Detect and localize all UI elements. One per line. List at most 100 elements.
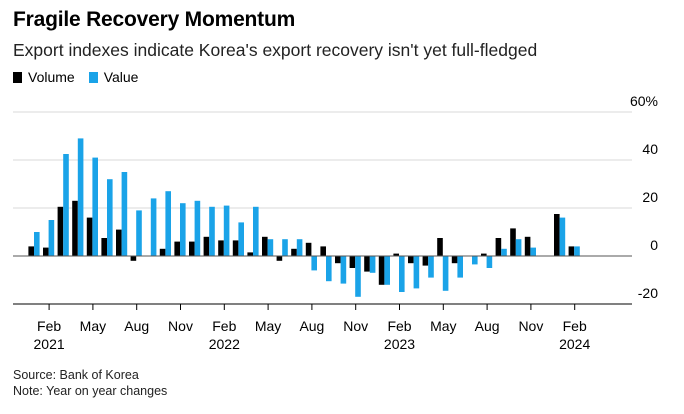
bar-value xyxy=(180,203,186,256)
chart-subtitle: Export indexes indicate Korea's export r… xyxy=(13,40,538,60)
bar-volume xyxy=(510,228,516,256)
bar-value xyxy=(384,256,390,285)
bar-value xyxy=(413,256,420,289)
y-tick-label: 40 xyxy=(642,141,658,157)
legend-swatch-value xyxy=(88,71,98,83)
x-tick-label: Aug xyxy=(475,318,500,334)
bar-volume xyxy=(276,256,283,261)
bar-value xyxy=(369,256,376,273)
legend: Volume Value xyxy=(13,69,148,85)
bar-value xyxy=(282,239,288,256)
footnote: Note: Year on year changes xyxy=(13,384,168,398)
legend-swatch-volume xyxy=(13,71,22,83)
x-tick-label: Nov xyxy=(168,318,193,334)
bar-volume xyxy=(568,246,575,256)
y-tick-label: 20 xyxy=(642,189,658,205)
x-tick-label: May xyxy=(255,318,281,334)
grid-lines xyxy=(13,111,632,305)
bar-volume xyxy=(174,241,180,256)
bar-value xyxy=(238,222,244,256)
bar-value xyxy=(136,210,142,256)
bar-volume xyxy=(262,236,268,256)
x-year-label: 2023 xyxy=(384,336,415,352)
bar-volume xyxy=(291,248,297,256)
bar-volume xyxy=(495,238,502,256)
bar-value xyxy=(574,246,580,256)
bar-volume xyxy=(232,240,239,256)
chart-title: Fragile Recovery Momentum xyxy=(13,8,296,31)
bar-value xyxy=(428,256,434,278)
bar-value xyxy=(457,256,463,278)
bar-value xyxy=(399,256,405,292)
bar-volume xyxy=(57,206,64,256)
tick-labels: 60% 40 20 0 -20 Feb 2021 May Aug Nov Feb 2022 May Aug… xyxy=(34,93,659,352)
legend-item-value: Value xyxy=(88,69,139,85)
bar-value xyxy=(121,172,128,256)
bar-volume xyxy=(554,214,560,256)
bar-value xyxy=(63,154,69,256)
bar-value xyxy=(326,256,332,282)
y-tick-label: -20 xyxy=(638,285,658,301)
bar-volume xyxy=(116,229,122,256)
bar-volume xyxy=(43,247,49,256)
y-tick-label: 60% xyxy=(630,93,658,109)
bar-value xyxy=(472,256,478,265)
legend-item-volume: Volume xyxy=(13,69,75,85)
bar-value xyxy=(340,256,347,284)
bar-volume xyxy=(72,200,78,256)
bar-volume xyxy=(159,248,166,256)
x-tick-label: Feb xyxy=(37,318,61,334)
bar-value xyxy=(209,206,215,256)
bar-volume xyxy=(524,236,531,256)
bar-value xyxy=(530,247,536,256)
x-year-label: 2022 xyxy=(209,336,240,352)
bar-value xyxy=(515,239,522,256)
bar-value xyxy=(34,232,40,256)
bar-value xyxy=(311,256,317,271)
bar-value xyxy=(355,256,361,297)
bar-volume xyxy=(218,240,224,256)
bar-volume xyxy=(437,238,443,256)
bar-value xyxy=(107,179,113,256)
x-tick-label: May xyxy=(80,318,106,334)
bar-value xyxy=(442,256,449,291)
bar-value xyxy=(194,200,201,256)
bar-volume xyxy=(189,241,195,256)
bar-volume xyxy=(320,246,326,256)
y-tick-label: 0 xyxy=(650,237,658,253)
bar-volume xyxy=(451,256,458,264)
x-tick-label: Feb xyxy=(563,318,587,334)
x-tick-label: Feb xyxy=(387,318,411,334)
bar-value xyxy=(150,198,157,256)
bar-value xyxy=(48,220,55,256)
bar-value xyxy=(253,206,259,256)
x-year-label: 2024 xyxy=(559,336,590,352)
bar-value xyxy=(165,191,171,256)
bar-volume xyxy=(130,256,137,261)
bar-volume xyxy=(335,256,341,264)
x-tick-label: May xyxy=(430,318,456,334)
bar-value xyxy=(223,205,230,256)
bar-volume xyxy=(422,256,429,266)
bar-volume xyxy=(305,242,312,256)
x-tick-label: Feb xyxy=(212,318,236,334)
x-tick-label: Nov xyxy=(343,318,368,334)
bar-volume xyxy=(349,256,356,268)
bars xyxy=(28,138,580,297)
bar-volume xyxy=(101,238,107,256)
bar-volume xyxy=(28,246,34,256)
bar-value xyxy=(559,217,566,256)
legend-label-value: Value xyxy=(103,69,139,85)
bar-volume xyxy=(364,256,370,272)
source-note: Source: Bank of Korea xyxy=(13,368,139,382)
bar-volume xyxy=(481,253,487,256)
bar-volume xyxy=(408,256,414,264)
legend-label-volume: Volume xyxy=(28,69,75,85)
bar-value xyxy=(77,138,84,256)
x-year-label: 2021 xyxy=(34,336,65,352)
bar-value xyxy=(296,239,303,256)
bar-value xyxy=(486,256,493,268)
bar-value xyxy=(501,248,507,256)
axes xyxy=(13,255,632,310)
